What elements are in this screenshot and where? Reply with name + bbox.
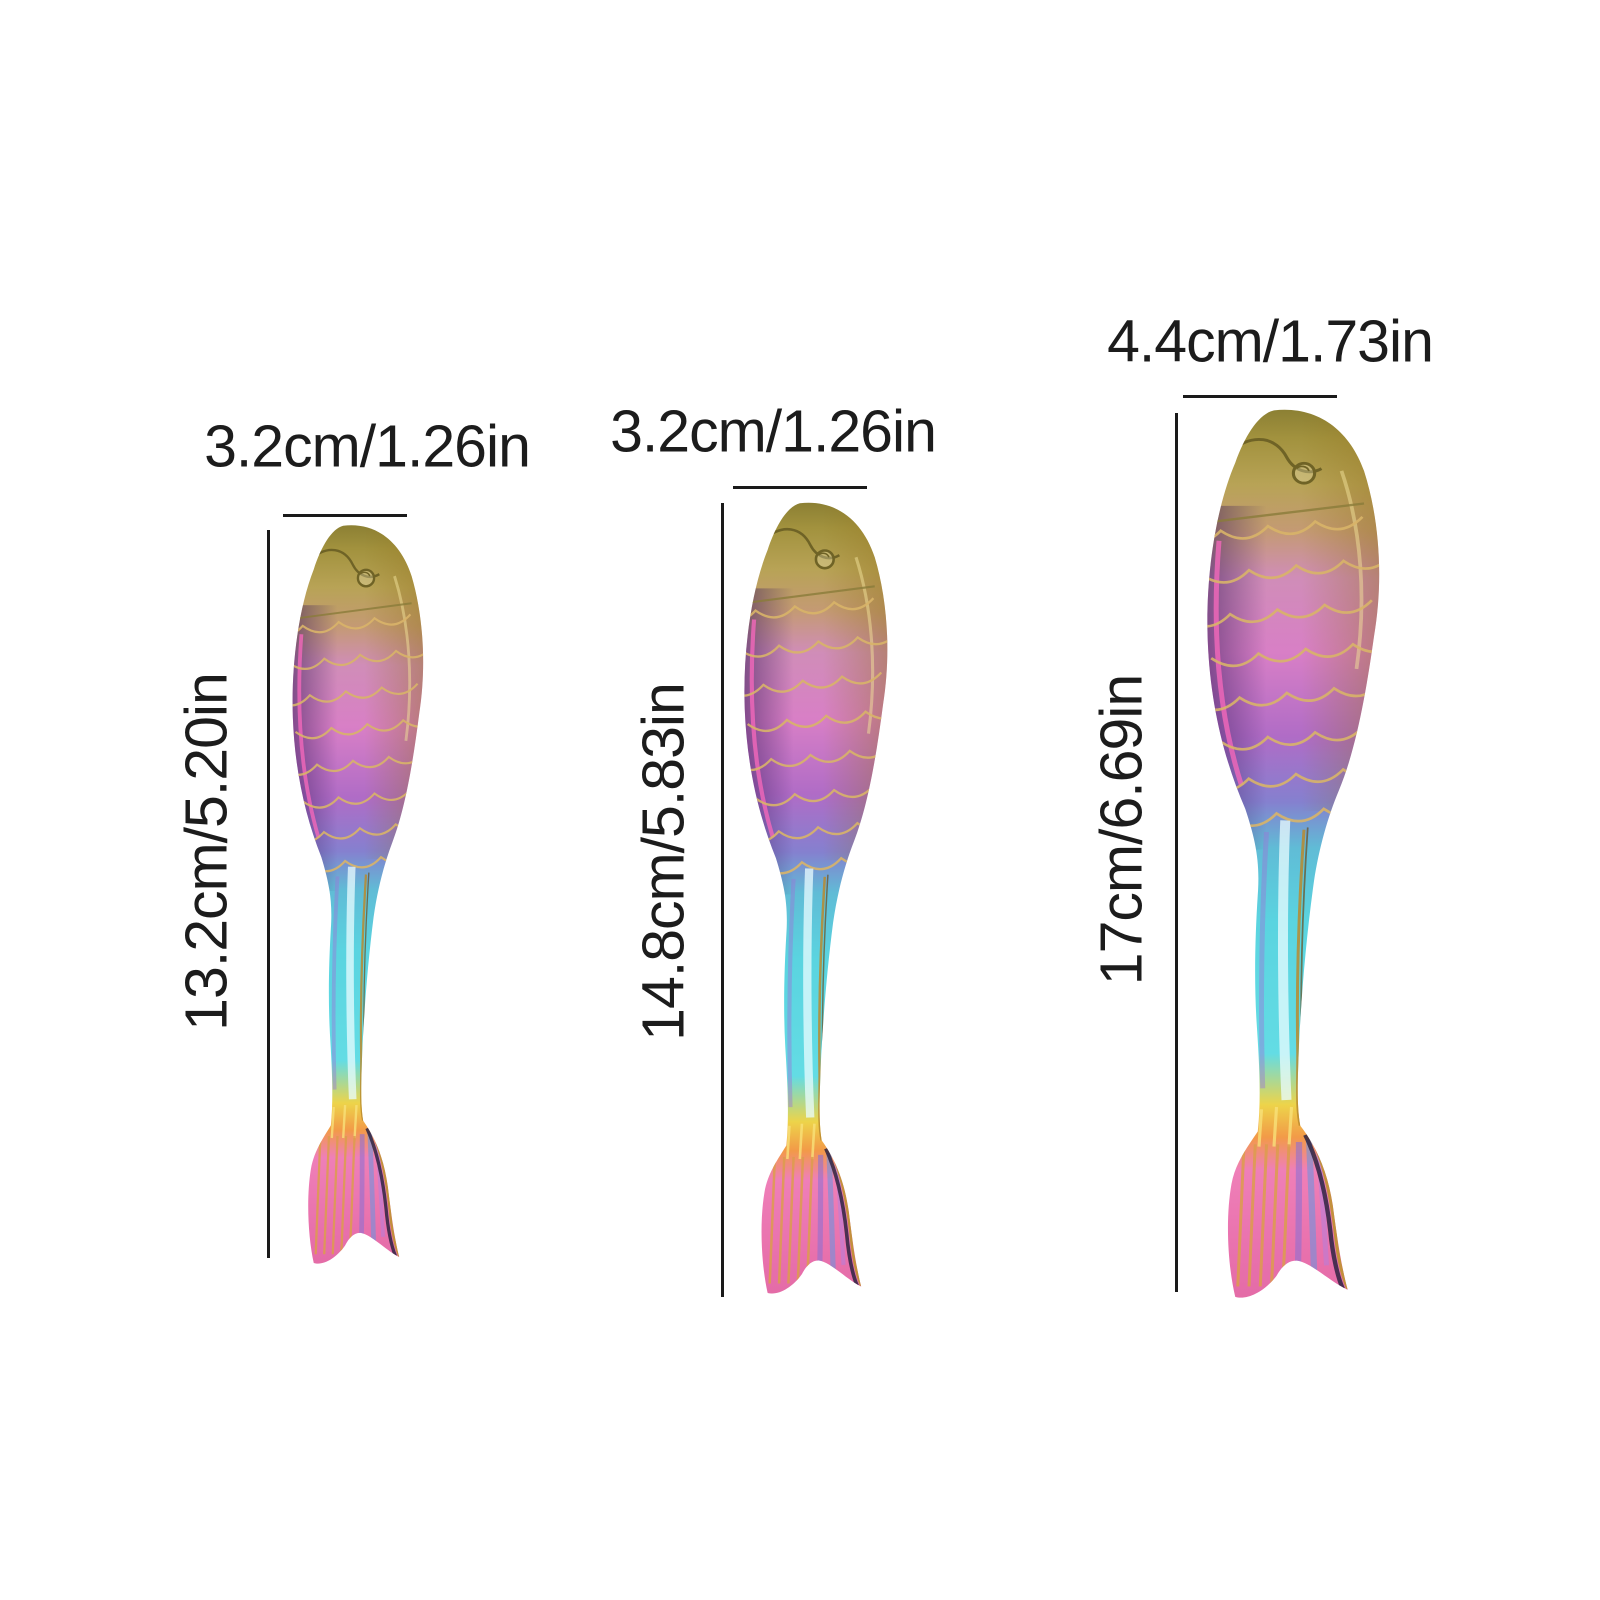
width-label-medium: 3.2cm/1.26in (610, 398, 937, 465)
width-dimension-line-medium (733, 486, 867, 489)
width-label-large: 4.4cm/1.73in (1107, 308, 1434, 375)
length-dimension-line-small (267, 530, 270, 1258)
length-dimension-line-large (1175, 413, 1178, 1292)
spoon-image-medium (700, 495, 908, 1325)
length-dimension-line-medium (721, 503, 724, 1297)
length-label-small: 13.2cm/5.20in (173, 673, 240, 1031)
spoon-image-small (252, 518, 442, 1293)
width-dimension-line-small (283, 514, 407, 517)
length-label-medium: 14.8cm/5.83in (630, 683, 697, 1041)
spoon-image-large (1154, 401, 1404, 1333)
length-label-large: 17cm/6.69in (1088, 674, 1155, 986)
width-label-small: 3.2cm/1.26in (204, 413, 531, 480)
width-dimension-line-large (1183, 395, 1337, 398)
